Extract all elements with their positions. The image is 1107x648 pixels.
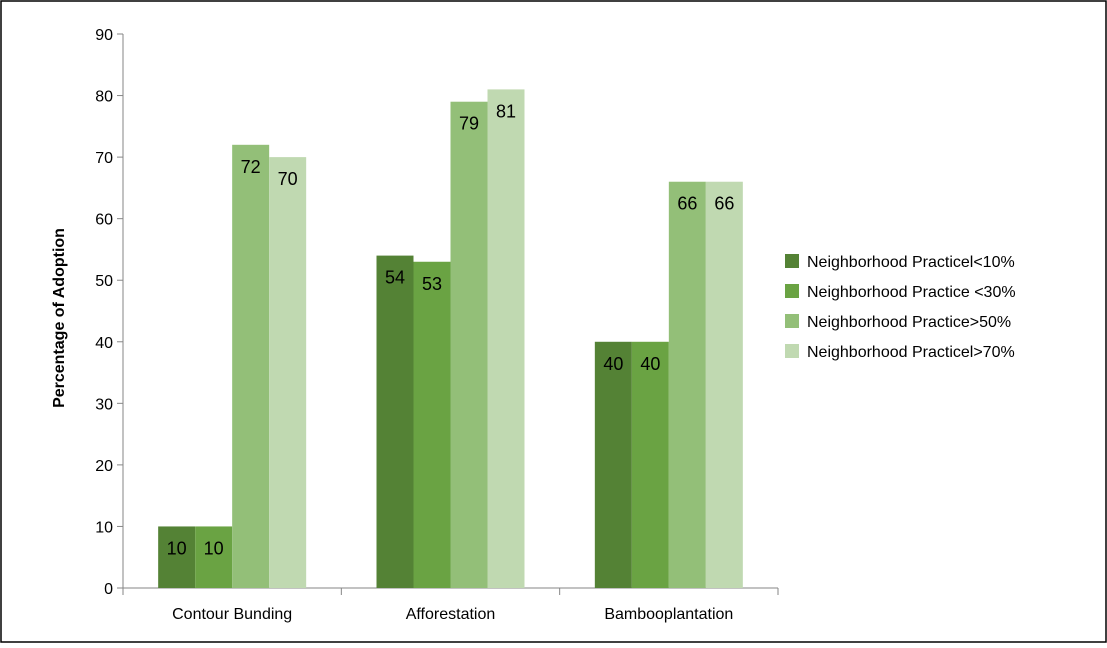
bar [705,181,743,588]
y-tick-label: 40 [95,335,113,352]
legend-swatch [785,284,799,298]
legend-label: Neighborhood Practicel<10% [807,254,1015,271]
data-label: 66 [677,194,697,214]
x-tick-label: Bambooplantation [604,606,733,623]
data-label: 72 [241,157,261,177]
legend-swatch [785,344,799,358]
bar [594,341,632,588]
legend: Neighborhood Practicel<10% Neighborhood P… [785,254,1016,361]
data-label: 81 [496,101,516,121]
legend-swatch [785,314,799,328]
data-label: 10 [167,538,187,558]
x-tick-label: Afforestation [406,606,496,623]
bar [376,255,414,588]
y-tick-label: 30 [95,396,113,413]
data-label: 40 [640,354,660,374]
legend-label: Neighborhood Practice <30% [807,284,1016,301]
bar [450,101,488,588]
legend-swatch [785,254,799,268]
bar [232,144,270,589]
data-label: 40 [603,354,623,374]
legend-label: Neighborhood Practicel>70% [807,344,1015,361]
bar [269,157,307,588]
data-label: 54 [385,268,405,288]
plot-area: 0 10 20 30 40 50 60 70 80 90 10 10 72 70 Contour Bundi… [95,27,779,623]
legend-label: Neighborhood Practice>50% [807,314,1011,331]
bar [487,89,525,589]
data-label: 79 [459,114,479,134]
data-label: 10 [204,538,224,558]
y-tick-label: 70 [95,150,113,167]
data-label: 70 [278,169,298,189]
bar [631,341,669,588]
data-label: 66 [714,194,734,214]
y-tick-label: 90 [95,27,113,44]
x-tick-label: Contour Bunding [172,606,292,623]
y-tick-label: 10 [95,519,113,536]
y-tick-label: 20 [95,458,113,475]
bar [413,261,451,588]
bar [195,526,233,588]
y-tick-label: 0 [104,581,113,598]
y-tick-label: 60 [95,212,113,229]
bar [158,526,196,588]
bar [668,181,706,588]
y-axis-label: Percentage of Adoption [51,228,68,408]
y-tick-label: 50 [95,273,113,290]
data-label: 53 [422,274,442,294]
y-tick-label: 80 [95,89,113,106]
